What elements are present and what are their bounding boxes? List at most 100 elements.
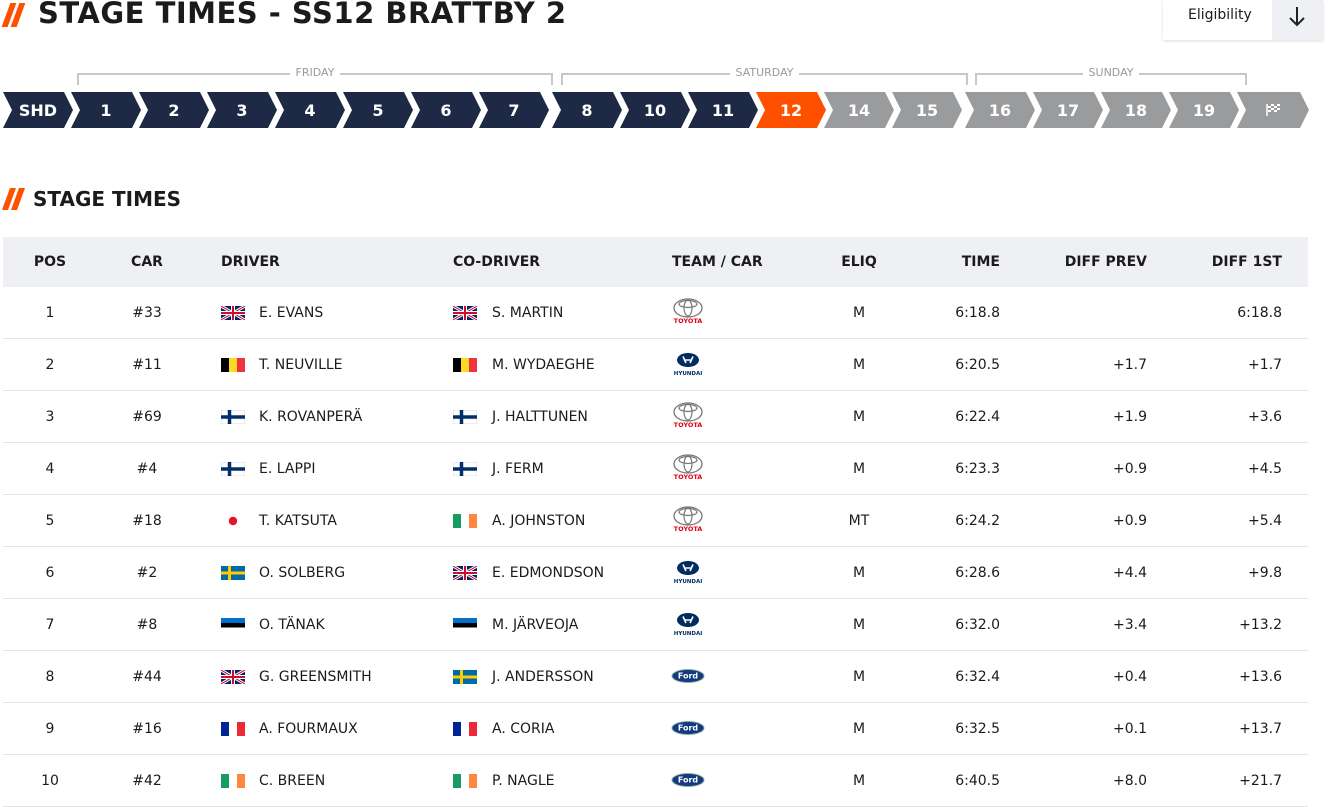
row-divider xyxy=(3,702,1308,703)
stage-tab[interactable]: 4 xyxy=(275,92,345,128)
position: 9 xyxy=(45,721,55,737)
stage-time: 6:23.3 xyxy=(955,461,1000,477)
stage-time: 6:32.4 xyxy=(955,669,1000,685)
flag-icon xyxy=(221,722,245,736)
eligibility: M xyxy=(852,773,866,789)
stage-tab[interactable]: 17 xyxy=(1033,92,1103,128)
diff-first: +13.6 xyxy=(1239,669,1282,685)
diff-prev: +0.9 xyxy=(1113,461,1147,477)
flag-icon xyxy=(221,462,245,476)
column-header: DRIVER xyxy=(221,254,280,270)
driver-name: A. FOURMAUX xyxy=(259,721,358,737)
stage-tab[interactable]: 8 xyxy=(552,92,622,128)
flag-icon xyxy=(453,358,477,372)
finish-flag-icon xyxy=(1265,103,1281,117)
team-name: HYUNDAI xyxy=(674,371,703,377)
eligibility: M xyxy=(852,461,866,477)
stage-tab[interactable]: 11 xyxy=(688,92,758,128)
diff-prev: +0.4 xyxy=(1113,669,1147,685)
flag-icon xyxy=(221,618,245,632)
driver-name: E. EVANS xyxy=(259,305,324,321)
stage-tab[interactable]: 1 xyxy=(71,92,141,128)
stage-time: 6:32.0 xyxy=(955,617,1000,633)
stage-tab[interactable]: 7 xyxy=(479,92,549,128)
driver-name: K. ROVANPERÄ xyxy=(259,409,363,425)
day-bracket: FRIDAY xyxy=(77,66,553,85)
stage-tab[interactable]: SHD xyxy=(3,92,73,128)
finish-tab[interactable] xyxy=(1237,92,1309,128)
position: 4 xyxy=(45,461,55,477)
eligibility: M xyxy=(852,357,866,373)
stage-time: 6:24.2 xyxy=(955,513,1000,529)
column-header: TIME xyxy=(961,254,1000,270)
driver-name: T. NEUVILLE xyxy=(259,357,343,373)
position: 8 xyxy=(45,669,55,685)
row-divider xyxy=(3,650,1308,651)
team-logo: HYUNDAI xyxy=(674,353,703,377)
team-name: HYUNDAI xyxy=(674,631,703,637)
column-header: CAR xyxy=(131,254,163,270)
car-number: #8 xyxy=(136,617,158,633)
stage-tab[interactable]: 10 xyxy=(620,92,690,128)
table-header xyxy=(3,237,1308,287)
stage-bar: SHD 1 2 3 4 5 6 7 8 10 11 12 14 15 16 17 18 19 xyxy=(3,92,1307,128)
car-number: #33 xyxy=(132,305,162,321)
car-number: #18 xyxy=(132,513,162,529)
co-driver-name: E. EDMONDSON xyxy=(492,565,605,581)
stage-tab[interactable]: 3 xyxy=(207,92,277,128)
stage-tab[interactable]: 5 xyxy=(343,92,413,128)
flag-icon xyxy=(453,670,477,684)
position: 1 xyxy=(45,305,55,321)
diff-prev: +1.7 xyxy=(1113,357,1147,373)
team-logo: Ford xyxy=(671,721,705,735)
stage-tab[interactable]: 15 xyxy=(892,92,962,128)
co-driver-name: M. WYDAEGHE xyxy=(492,357,595,373)
stage-tab[interactable]: 19 xyxy=(1169,92,1239,128)
stage-tab[interactable]: 18 xyxy=(1101,92,1171,128)
eligibility-filter[interactable]: Eligibility xyxy=(1163,0,1323,40)
diff-first: +13.7 xyxy=(1239,721,1282,737)
row-divider xyxy=(3,494,1308,495)
flag-icon xyxy=(221,566,245,580)
position: 7 xyxy=(45,617,55,633)
team-name: HYUNDAI xyxy=(674,579,703,585)
diff-prev: +8.0 xyxy=(1113,773,1147,789)
diff-first: +3.6 xyxy=(1248,409,1282,425)
position: 5 xyxy=(45,513,55,529)
diff-prev: +0.1 xyxy=(1113,721,1147,737)
stage-tab[interactable]: 16 xyxy=(965,92,1035,128)
driver-name: O. SOLBERG xyxy=(259,565,346,581)
flag-icon xyxy=(453,774,477,788)
car-number: #2 xyxy=(136,565,158,581)
co-driver-name: J. ANDERSSON xyxy=(492,669,594,685)
day-label: SATURDAY xyxy=(729,66,800,79)
position: 10 xyxy=(41,773,59,789)
column-header: POS xyxy=(33,254,67,270)
column-header: TEAM / CAR xyxy=(672,254,763,270)
stage-tab[interactable]: 6 xyxy=(411,92,481,128)
row-divider xyxy=(3,442,1308,443)
eligibility: M xyxy=(852,409,866,425)
flag-icon xyxy=(221,514,245,528)
column-header: ELIQ xyxy=(841,254,877,270)
team-logo: TOYOTA xyxy=(673,454,703,481)
team-name: Ford xyxy=(678,672,699,681)
co-driver-name: J. HALTTUNEN xyxy=(492,409,588,425)
flag-icon xyxy=(221,670,245,684)
row-divider xyxy=(3,754,1308,755)
stage-tab[interactable]: 12 xyxy=(756,92,826,128)
stage-tab[interactable]: 2 xyxy=(139,92,209,128)
team-logo: HYUNDAI xyxy=(674,613,703,637)
flag-icon xyxy=(453,306,477,320)
day-label: FRIDAY xyxy=(289,66,341,79)
co-driver-name: A. JOHNSTON xyxy=(492,513,586,529)
co-driver-name: S. MARTIN xyxy=(492,305,564,321)
row-divider xyxy=(3,598,1308,599)
car-number: #44 xyxy=(132,669,162,685)
team-logo: TOYOTA xyxy=(673,506,703,533)
diff-first: +21.7 xyxy=(1239,773,1282,789)
stage-tab[interactable]: 14 xyxy=(824,92,894,128)
stage-time: 6:22.4 xyxy=(955,409,1000,425)
flag-icon xyxy=(453,722,477,736)
